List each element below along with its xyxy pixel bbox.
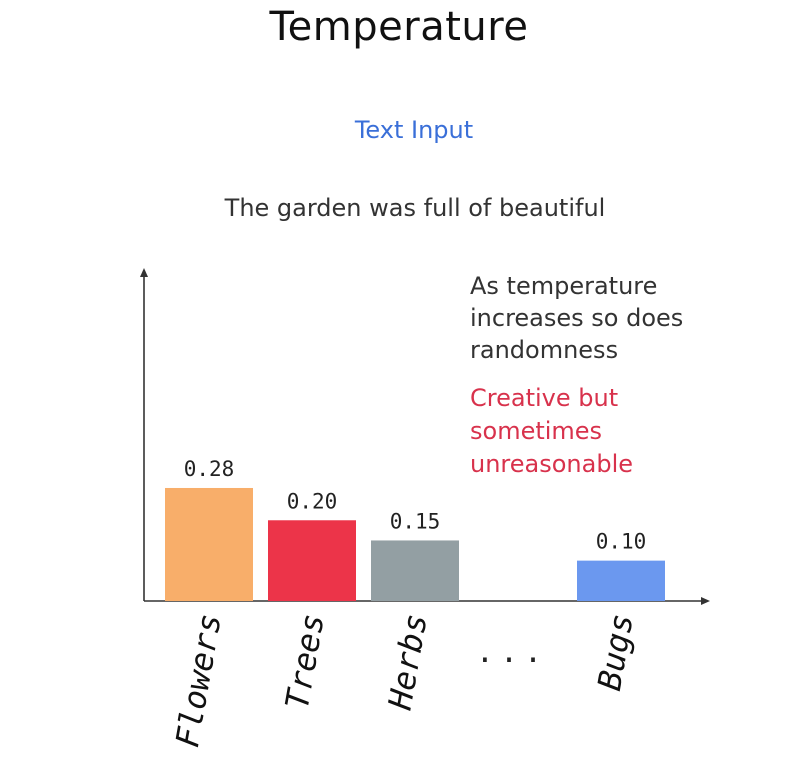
creative-line-1: Creative but: [470, 384, 619, 412]
note-line-2: increases so does: [470, 304, 684, 332]
bar-trees: [268, 520, 356, 601]
page-title: Temperature: [269, 4, 529, 50]
category-label-herbs: Herbs: [381, 611, 435, 713]
text-input-label: Text Input: [354, 116, 474, 144]
category-gap-ellipsis: ...: [476, 635, 548, 670]
bar-value-herbs: 0.15: [390, 509, 441, 533]
category-label-trees: Trees: [278, 611, 332, 712]
bar-bugs: [577, 560, 665, 601]
category-label-flowers: Flowers: [168, 611, 229, 750]
creative-note: Creative but sometimes unreasonable: [470, 382, 770, 481]
creative-line-3: unreasonable: [470, 450, 634, 478]
category-label-bugs: Bugs: [590, 611, 641, 693]
bar-value-flowers: 0.28: [184, 457, 235, 481]
bar-value-bugs: 0.10: [596, 530, 647, 554]
prompt-text: The garden was full of beautiful: [224, 194, 606, 222]
bar-herbs: [371, 540, 459, 601]
temperature-note: As temperature increases so does randomn…: [470, 270, 770, 366]
creative-line-2: sometimes: [470, 417, 603, 445]
bars-layer: 0.28 Flowers 0.20 Trees 0.15 Herbs 0.10 Bugs: [165, 457, 665, 750]
note-line-3: randomness: [470, 336, 619, 364]
note-line-1: As temperature: [470, 272, 658, 300]
bar-flowers: [165, 487, 253, 601]
bar-value-trees: 0.20: [287, 489, 338, 513]
